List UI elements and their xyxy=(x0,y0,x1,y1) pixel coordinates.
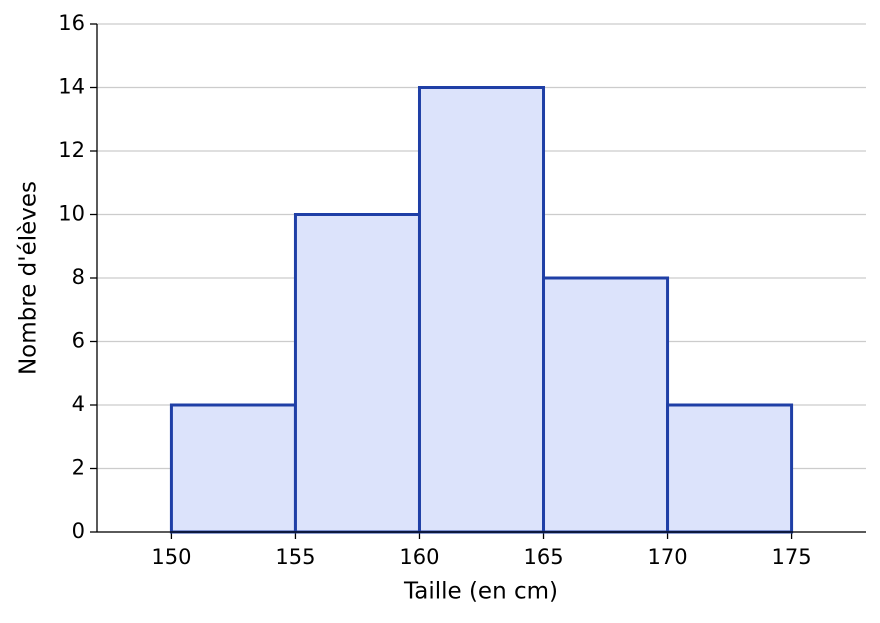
y-tick-label: 4 xyxy=(72,392,85,416)
y-tick-label: 10 xyxy=(58,202,85,226)
y-tick-label: 14 xyxy=(58,75,85,99)
x-tick-label: 170 xyxy=(648,545,688,569)
x-tick-label: 165 xyxy=(523,545,563,569)
x-axis-label: Taille (en cm) xyxy=(403,579,558,605)
bar xyxy=(293,213,421,534)
bar xyxy=(169,403,297,534)
bar xyxy=(666,403,794,534)
x-tick-label: 175 xyxy=(772,545,812,569)
y-tick-label: 2 xyxy=(72,456,85,480)
x-tick-label: 155 xyxy=(275,545,315,569)
y-tick-label: 12 xyxy=(58,138,85,162)
y-tick-label: 8 xyxy=(72,265,85,289)
bar xyxy=(417,86,546,534)
y-tick-label: 0 xyxy=(72,519,85,543)
bar xyxy=(542,276,670,534)
x-tick-label: 150 xyxy=(151,545,191,569)
y-tick-label: 6 xyxy=(72,329,85,353)
x-tick-label: 160 xyxy=(399,545,439,569)
y-tick-label: 16 xyxy=(58,11,85,35)
y-axis-label: Nombre d'élèves xyxy=(16,181,42,375)
